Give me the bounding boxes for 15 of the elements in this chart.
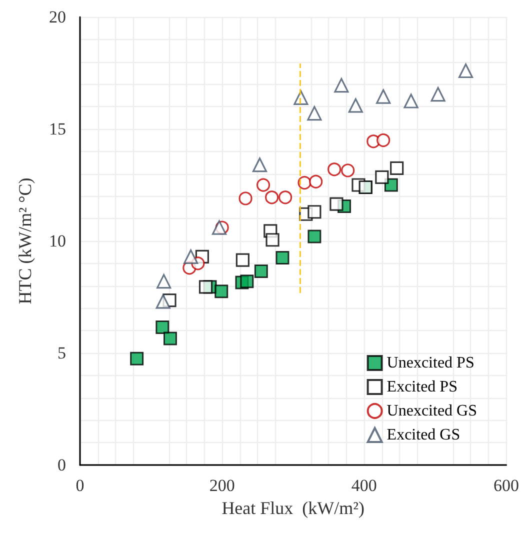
x-tick-label: 200 bbox=[209, 476, 235, 495]
y-tick-label: 20 bbox=[49, 8, 66, 26]
legend-label: Unexcited GS bbox=[386, 402, 477, 420]
x-axis-title: Heat Flux (kW/m²) bbox=[222, 498, 365, 518]
legend-label: Unexcited PS bbox=[386, 354, 474, 372]
x-tick-label: 600 bbox=[494, 476, 519, 495]
y-tick-label: 15 bbox=[49, 120, 66, 138]
x-tick-label: 0 bbox=[76, 476, 84, 495]
legend-label: Excited PS bbox=[386, 378, 458, 396]
x-tick-label: 400 bbox=[351, 476, 377, 495]
y-axis-title: HTC (kW/m² °C) bbox=[15, 178, 35, 304]
legend-label: Excited GS bbox=[386, 426, 460, 444]
y-tick-label: 10 bbox=[49, 232, 66, 250]
y-tick-label: 5 bbox=[58, 344, 66, 362]
y-tick-label: 0 bbox=[58, 456, 66, 474]
